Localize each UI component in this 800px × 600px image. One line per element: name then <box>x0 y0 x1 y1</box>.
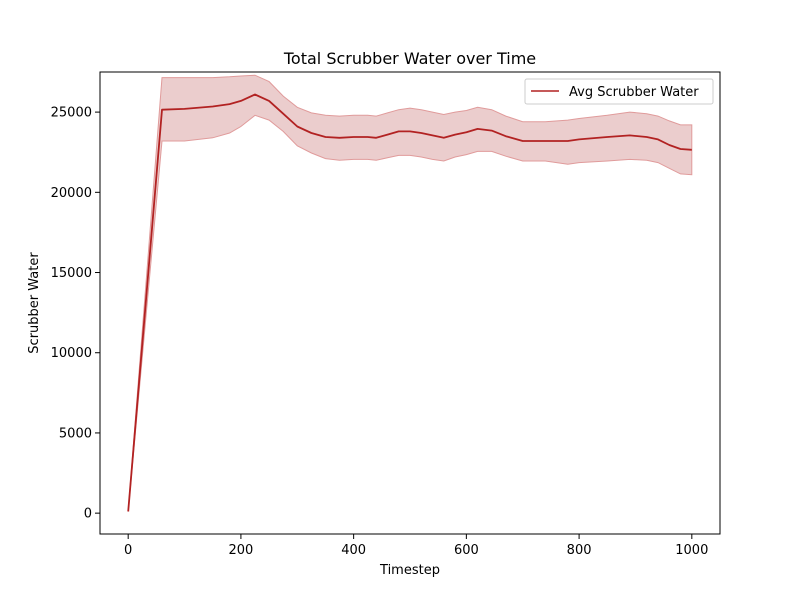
x-axis: 0 200 400 600 800 1000 <box>124 534 708 558</box>
y-tick-label: 25000 <box>51 106 92 121</box>
series-line-avg-scrubber-water <box>127 93 692 512</box>
x-tick-label: 800 <box>567 543 592 558</box>
y-axis-label: Scrubber Water <box>27 252 42 354</box>
y-axis: 0 5000 10000 15000 20000 25000 <box>51 106 100 522</box>
y-tick-label: 20000 <box>51 186 92 201</box>
y-tick-label: 15000 <box>51 266 92 281</box>
legend: Avg Scrubber Water <box>524 78 714 105</box>
x-axis-label: Timestep <box>379 563 440 578</box>
plot-frame <box>99 71 721 535</box>
y-tick-label: 5000 <box>59 426 92 441</box>
y-tick-label: 10000 <box>51 346 92 361</box>
legend-box <box>524 78 714 105</box>
x-tick-label: 600 <box>454 543 479 558</box>
chart-title: Total Scrubber Water over Time <box>283 49 536 68</box>
plot-area <box>127 74 693 512</box>
legend-entry-label: Avg Scrubber Water <box>569 85 699 100</box>
y-tick-label: 0 <box>84 507 92 522</box>
x-tick-label: 1000 <box>675 543 708 558</box>
x-tick-label: 0 <box>124 543 132 558</box>
x-tick-label: 200 <box>228 543 253 558</box>
x-tick-label: 400 <box>341 543 366 558</box>
